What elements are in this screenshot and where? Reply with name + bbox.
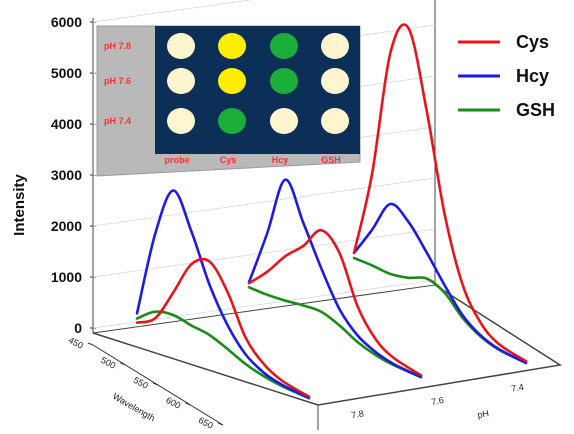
inset-row-label: pH 7.4 (104, 116, 131, 126)
x-tick-label: 650 (197, 415, 215, 431)
inset-panel: pH 7.8 pH 7.6 pH 7.4 probe Cys Hcy GSH (96, 25, 361, 177)
z-axis-label: pH (477, 408, 490, 420)
legend-label: Cys (516, 32, 549, 52)
series-line-cys-ph-7-6 (247, 228, 423, 377)
x-tick-label: 500 (99, 355, 117, 371)
y-tick-label: 0 (74, 320, 82, 336)
series-line-hcy-ph-7-6 (247, 178, 423, 379)
inset-well (218, 33, 246, 59)
inset-col-label: probe (164, 155, 189, 165)
inset-well (270, 68, 298, 94)
floor-frame (92, 284, 563, 406)
series-line-cys-ph-7-4 (135, 257, 311, 398)
series-line-hcy-ph-7-4 (135, 189, 311, 400)
inset-well (321, 108, 349, 134)
y-axis-label: Intensity (11, 174, 28, 236)
x-tick (87, 342, 94, 346)
x-tick-label: 550 (132, 375, 150, 391)
inset-well (167, 68, 195, 94)
series-line-gsh-ph-7-8 (352, 256, 528, 365)
legend: Cys Hcy GSH (458, 32, 555, 120)
z-tick-label: 7.8 (350, 408, 364, 420)
y-tick-label: 2000 (51, 218, 82, 234)
series-line-gsh-ph-7-6 (247, 286, 423, 379)
inset-well (321, 68, 349, 94)
grid-line (92, 177, 436, 227)
inset-well (270, 33, 298, 59)
inset-well (167, 33, 195, 59)
y-tick-label: 1000 (51, 269, 82, 285)
x-tick-label: 600 (164, 395, 182, 411)
inset-col-label: Hcy (272, 155, 289, 165)
legend-label: Hcy (516, 66, 549, 86)
series-line-cys-ph-7-8 (352, 23, 528, 363)
series-line-hcy-ph-7-8 (352, 202, 528, 365)
inset-well (321, 33, 349, 59)
x-axis-label: Wavelength (111, 391, 157, 423)
inset-well (167, 108, 195, 134)
series-line-gsh-ph-7-4 (135, 310, 311, 400)
inset-well (270, 108, 298, 134)
inset-well (218, 108, 246, 134)
y-tick-label: 4000 (51, 116, 82, 132)
x-axis-line (92, 344, 224, 426)
inset-well (218, 68, 246, 94)
inset-row-label: pH 7.6 (104, 76, 131, 86)
z-tick-label: 7.4 (510, 382, 524, 394)
grid-line (92, 0, 253, 23)
y-tick-label: 3000 (51, 167, 82, 183)
series-layer (135, 23, 528, 400)
inset-row-label: pH 7.8 (104, 41, 131, 51)
y-tick-label: 6000 (51, 14, 82, 30)
legend-label: GSH (516, 100, 555, 120)
z-tick-label: 7.6 (430, 395, 444, 407)
inset-col-label: Cys (220, 155, 237, 165)
grid-line (92, 228, 436, 278)
y-tick-label: 5000 (51, 65, 82, 81)
x-tick-label: 450 (67, 335, 85, 351)
inset-col-label: GSH (321, 155, 341, 165)
